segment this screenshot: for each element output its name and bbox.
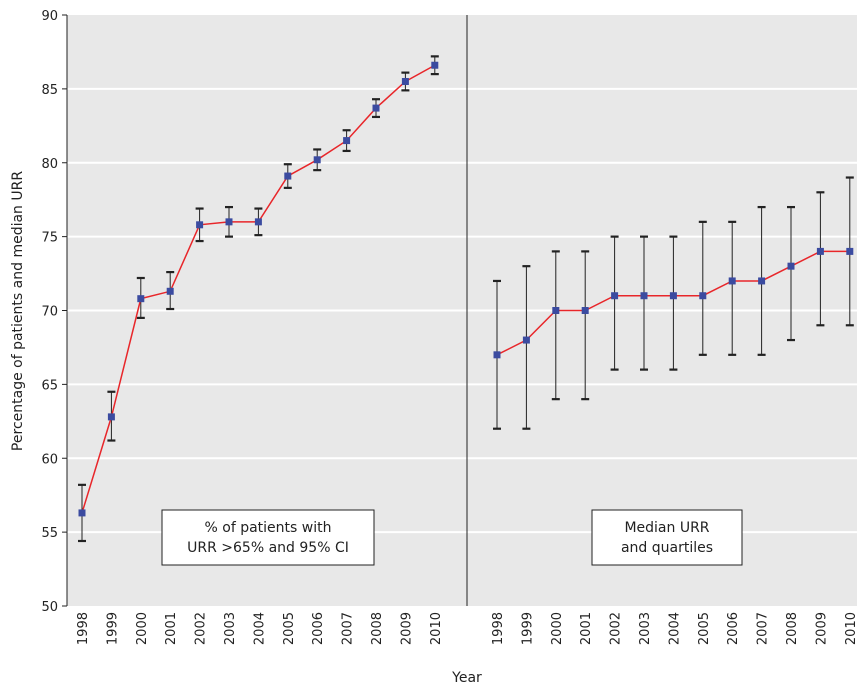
- x-tick-label: 2002: [609, 612, 624, 645]
- y-tick-label: 85: [41, 83, 58, 98]
- x-tick-label: 2001: [164, 612, 179, 645]
- data-point: [196, 221, 204, 229]
- x-tick-label: 2003: [638, 612, 653, 645]
- data-point: [640, 292, 648, 300]
- data-point: [431, 61, 439, 69]
- error-bar: [787, 205, 795, 342]
- panel-label-box: % of patients with URR >65% and 95% CI: [161, 509, 375, 566]
- data-point: [728, 277, 736, 285]
- y-tick-label: 50: [41, 600, 58, 615]
- error-bar: [610, 235, 619, 371]
- data-point: [166, 287, 174, 295]
- x-tick-label: 2009: [399, 612, 414, 645]
- label-box-text: URR >65% and 95% CI: [187, 540, 349, 556]
- data-point: [225, 218, 233, 226]
- x-tick-label: 2010: [429, 612, 444, 645]
- error-bar: [816, 191, 825, 327]
- y-tick-label: 90: [41, 9, 58, 24]
- x-tick-label: 1999: [105, 612, 120, 645]
- data-point: [493, 351, 501, 359]
- x-axis-title: Year: [451, 670, 482, 686]
- data-point: [343, 137, 351, 145]
- data-point: [284, 172, 292, 180]
- data-point: [254, 218, 262, 226]
- y-axis-title: Percentage of patients and median URR: [10, 171, 26, 451]
- x-tick-label: 1998: [491, 612, 506, 645]
- data-point: [552, 307, 560, 314]
- data-point: [581, 307, 589, 314]
- x-tick-label: 2000: [550, 612, 565, 645]
- x-tick-label: 2005: [282, 612, 297, 645]
- x-tick-label: 2004: [252, 612, 267, 645]
- label-box-text: Median URR: [624, 520, 709, 536]
- data-point: [401, 77, 409, 85]
- y-tick-label: 55: [41, 526, 58, 541]
- x-tick-label: 2001: [579, 612, 594, 645]
- x-tick-label: 2003: [223, 612, 238, 645]
- label-box-frame: [161, 509, 375, 566]
- data-point: [816, 247, 824, 255]
- x-tick-label: 2000: [135, 612, 150, 645]
- data-point: [699, 292, 707, 300]
- error-bar: [728, 220, 737, 356]
- x-tick-label: 2007: [756, 612, 771, 645]
- y-tick-label: 75: [41, 231, 58, 246]
- data-point: [669, 292, 677, 300]
- data-point: [313, 156, 321, 164]
- y-tick-label: 80: [41, 157, 58, 172]
- panels: 1998 1999 2000 2001 2002 2003 2004 2005 2006 2007…: [76, 55, 859, 645]
- label-box-text: and quartiles: [621, 540, 713, 556]
- label-box-frame: [591, 509, 743, 566]
- data-point: [78, 509, 86, 517]
- data-point: [107, 413, 115, 421]
- error-bar: [698, 220, 707, 356]
- x-tick-label: 2006: [311, 612, 326, 645]
- data-point: [846, 247, 854, 255]
- data-point: [522, 336, 530, 344]
- data-point: [611, 292, 619, 300]
- data-point: [137, 295, 145, 303]
- data-point: [758, 277, 766, 285]
- panel-label-box: Median URR and quartiles: [591, 509, 743, 566]
- x-tick-label: 2007: [341, 612, 356, 645]
- x-tick-label: 1998: [76, 612, 91, 645]
- y-tick-label: 70: [41, 305, 58, 320]
- error-bar: [640, 235, 648, 371]
- y-tick-label: 60: [41, 452, 58, 467]
- error-bar: [522, 265, 531, 430]
- x-tick-label: 2008: [370, 612, 385, 645]
- x-tick-label: 2005: [697, 612, 712, 645]
- data-point: [372, 104, 380, 112]
- label-box-text: % of patients with: [205, 520, 332, 536]
- error-bar: [551, 250, 560, 401]
- x-tick-label: 2009: [814, 612, 829, 645]
- panel-2: 1998 1999 2000 2001 2002 2003 2004 2005 2006 2007…: [491, 176, 859, 645]
- data-point: [787, 262, 795, 270]
- x-tick-label: 2010: [844, 612, 859, 645]
- x-tick-label: 2004: [667, 612, 682, 645]
- panel-1: 1998 1999 2000 2001 2002 2003 2004 2005 2006 2007…: [76, 55, 444, 645]
- y-axis: 50 55 60 65 70 75 80 85 90: [41, 9, 68, 615]
- x-tick-label: 2006: [726, 612, 741, 645]
- error-bar: [669, 235, 678, 371]
- x-tick-label: 1999: [520, 612, 535, 645]
- x-tick-label: 2008: [785, 612, 800, 645]
- error-bar: [581, 250, 590, 401]
- y-tick-label: 65: [41, 378, 58, 393]
- x-tick-label: 2002: [194, 612, 209, 645]
